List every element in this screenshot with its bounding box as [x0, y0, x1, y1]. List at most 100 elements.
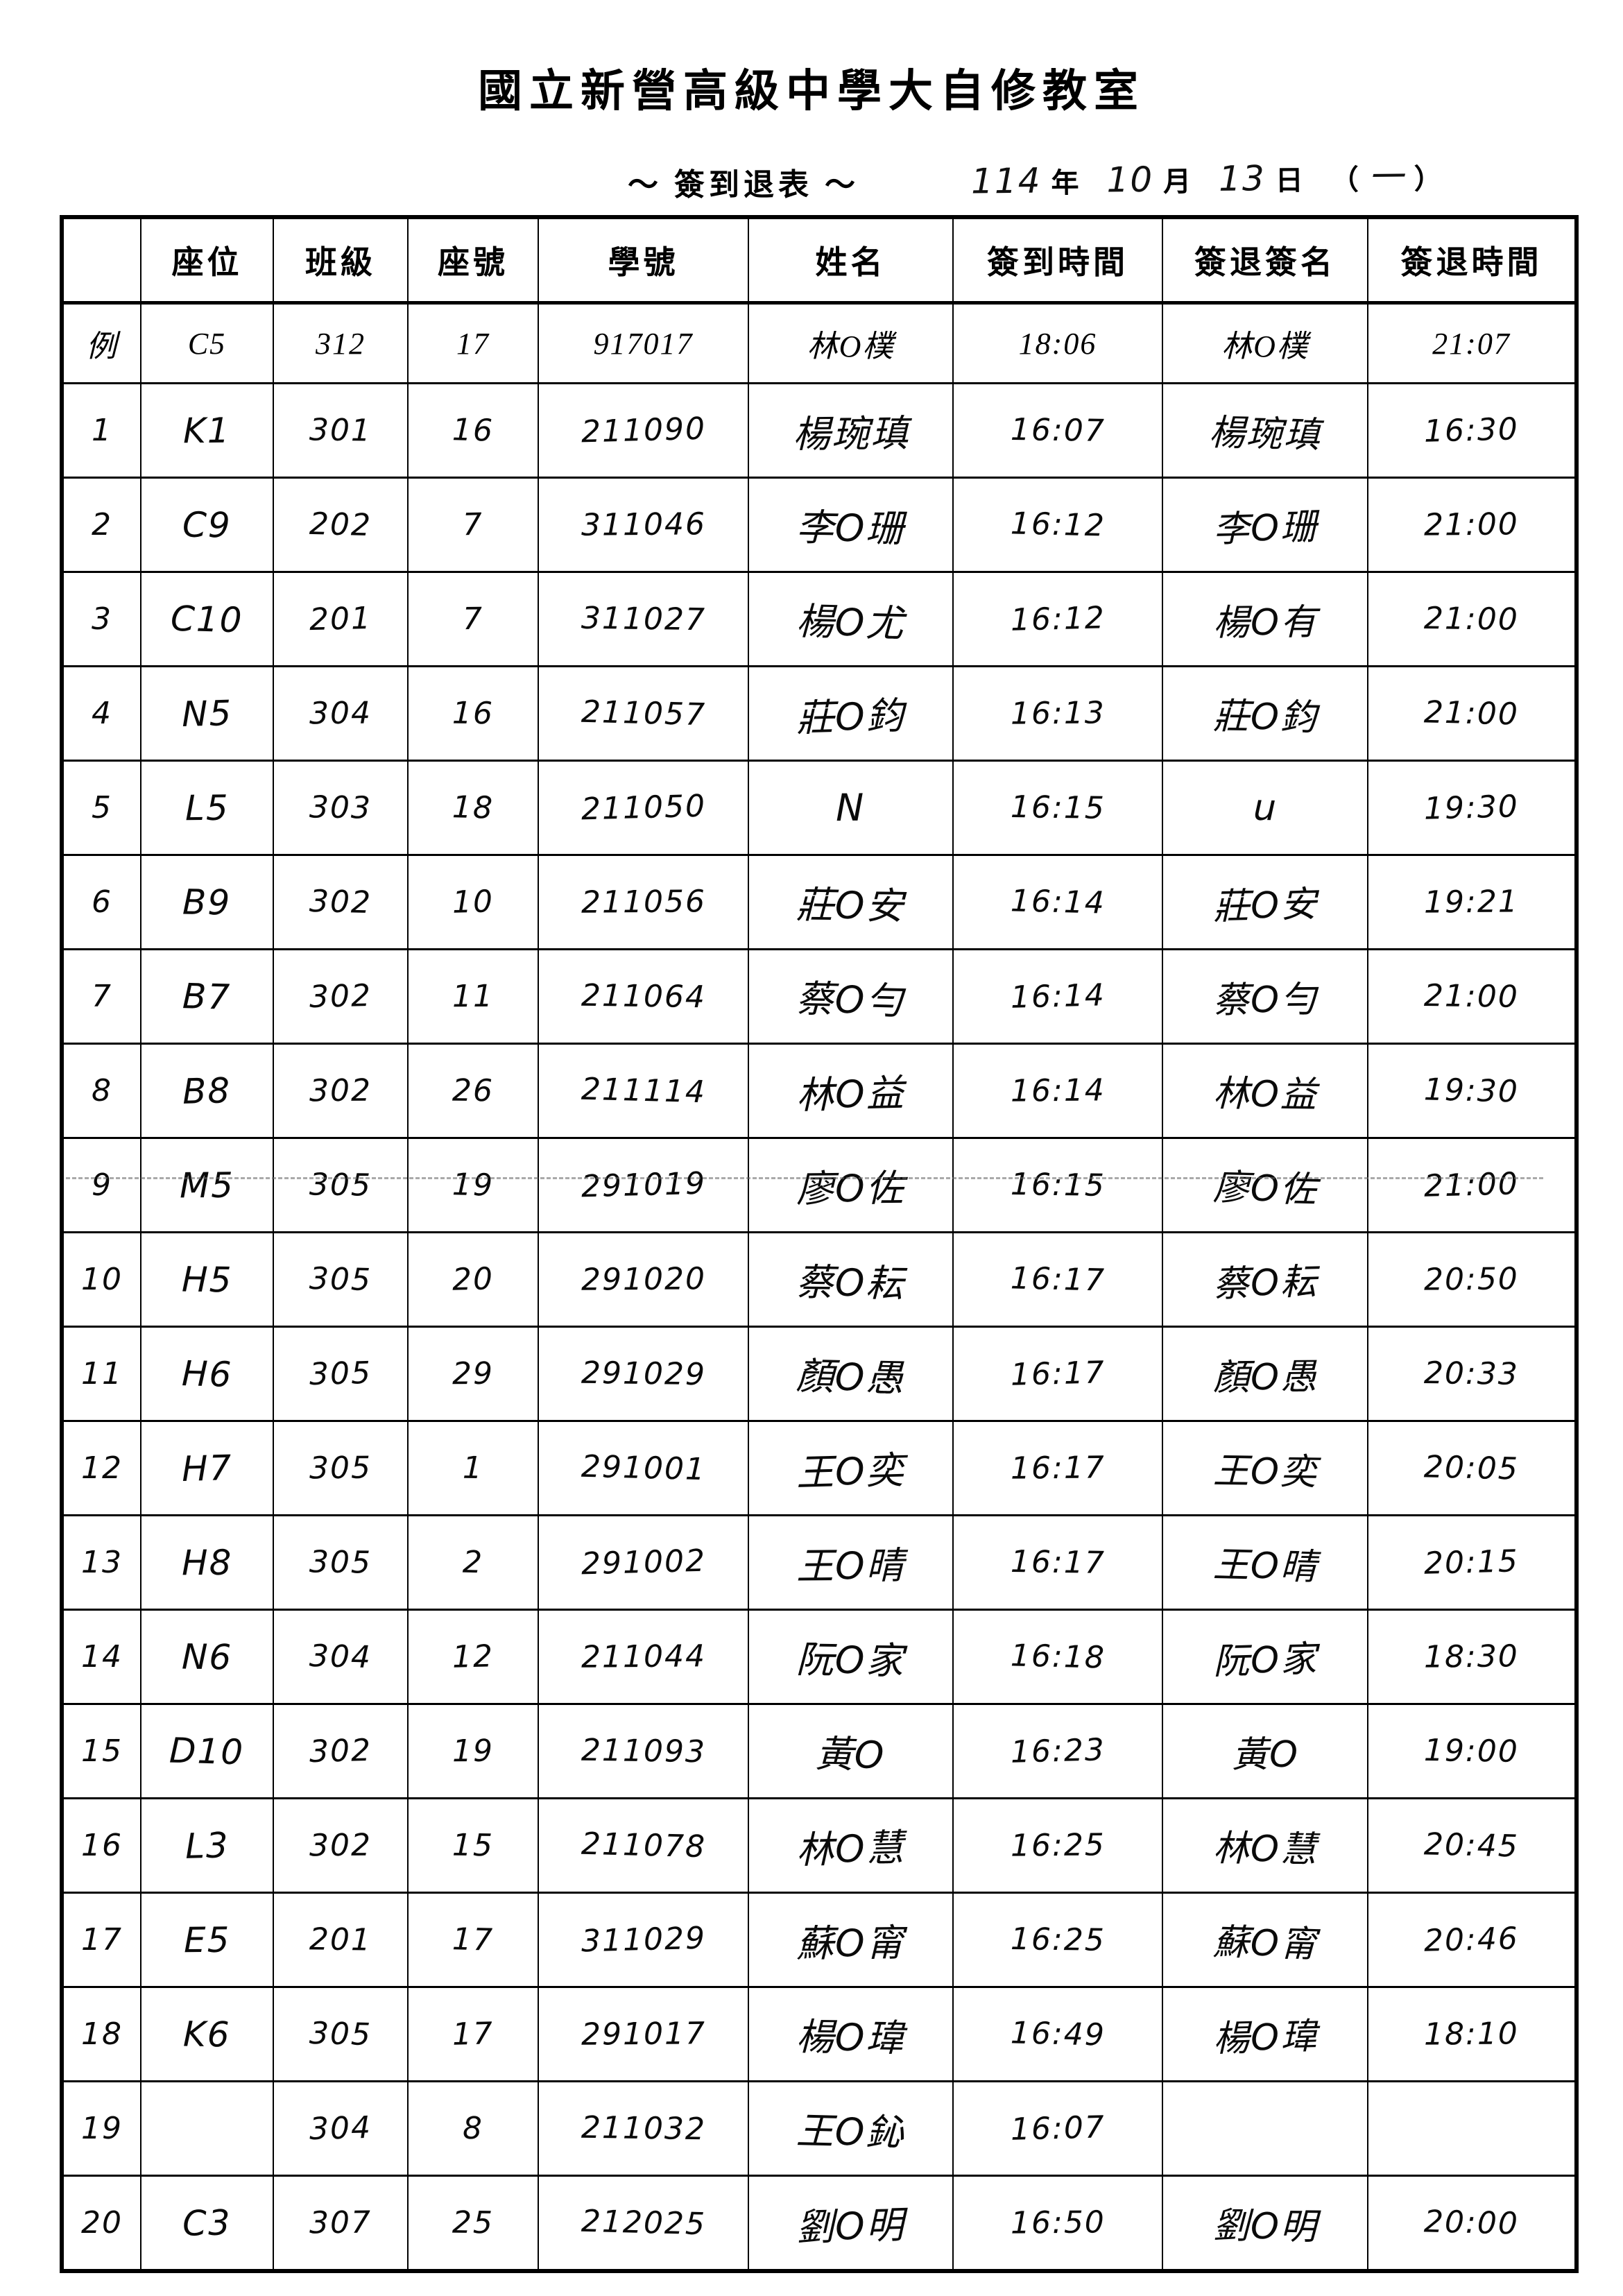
- table-cell: 廖O佐: [1162, 1137, 1368, 1233]
- date-day-value: 13: [1218, 158, 1266, 199]
- date-month-label: 月: [1162, 166, 1192, 198]
- table-cell: 林O益: [1162, 1043, 1368, 1138]
- date-line: 114 年 10 月 13 日 （ 一 ）: [971, 148, 1442, 203]
- table-cell: K1: [140, 382, 273, 478]
- table-row: 8 B8 302 26 211114 林O益 16:14 林O益 19:30: [61, 1043, 1577, 1138]
- table-cell: 16:50: [952, 2175, 1162, 2271]
- table-cell: 16:17: [952, 1231, 1162, 1327]
- table-cell: 304: [273, 665, 408, 761]
- table-cell: 302: [273, 948, 408, 1044]
- table-cell: 10: [407, 854, 538, 950]
- table-cell: N5: [140, 665, 273, 761]
- table-cell: 20:33: [1367, 1326, 1577, 1421]
- table-cell: 305: [273, 1231, 408, 1327]
- table-cell: 林O慧: [1162, 1797, 1368, 1893]
- table-cell: 291001: [538, 1420, 748, 1516]
- table-cell: 305: [273, 1986, 408, 2082]
- table-cell: H5: [140, 1231, 273, 1327]
- table-cell: 18:10: [1367, 1986, 1577, 2082]
- sheet-subtitle: ～ 簽到退表 ～: [628, 168, 859, 202]
- table-cell: 211090: [538, 382, 748, 478]
- column-header: 簽到時間: [952, 216, 1162, 305]
- table-cell: 302: [273, 1703, 408, 1799]
- table-cell: 林O樸: [1162, 302, 1368, 384]
- signin-table-container: 座位 班級 座號 學號 姓名 簽到時間 簽退簽名 簽退時間 例 C5 312 17 917017 林O樸…: [60, 215, 1579, 2273]
- table-cell: 20: [407, 1231, 538, 1327]
- table-cell: 15: [61, 1703, 141, 1799]
- table-cell: u: [1162, 760, 1368, 855]
- table-cell: 楊O有: [1162, 571, 1368, 667]
- table-cell: 21:00: [1367, 1137, 1577, 1233]
- table-cell: 311027: [538, 571, 748, 667]
- table-cell: 19: [407, 1137, 538, 1233]
- table-cell: 301: [273, 382, 408, 478]
- table-cell: 黃O: [748, 1703, 953, 1799]
- table-cell: 王O奕: [748, 1420, 953, 1516]
- example-body: 例 C5 312 17 917017 林O樸 18:06 林O樸 21:07: [61, 302, 1577, 384]
- table-cell: 林O樸: [748, 302, 953, 384]
- table-cell: 304: [273, 1609, 408, 1704]
- table-cell: 304: [273, 2080, 408, 2176]
- date-weekday-value: 一: [1368, 157, 1405, 198]
- table-cell: 20:50: [1367, 1231, 1577, 1327]
- table-cell: 16:25: [952, 1797, 1162, 1893]
- table-cell: 5: [61, 760, 141, 855]
- table-cell: 19: [407, 1703, 538, 1799]
- table-cell: 莊O鈞: [1162, 665, 1368, 761]
- table-cell: D10: [140, 1703, 273, 1799]
- table-cell: 211057: [538, 665, 748, 761]
- table-cell: 廖O佐: [748, 1137, 953, 1233]
- table-cell: 16:30: [1367, 382, 1577, 478]
- table-cell: 1: [407, 1420, 538, 1516]
- table-cell: 16:14: [952, 854, 1162, 950]
- table-cell: 21:00: [1367, 571, 1577, 667]
- table-cell: B7: [140, 948, 273, 1044]
- table-cell: 10: [61, 1231, 141, 1327]
- table-cell: 7: [407, 571, 538, 667]
- table-cell: 21:07: [1367, 302, 1577, 384]
- table-cell: 211114: [538, 1043, 748, 1138]
- table-cell: 莊O鈞: [748, 665, 953, 761]
- table-cell: 12: [61, 1420, 141, 1516]
- table-cell: 王O晴: [1162, 1514, 1368, 1610]
- table-cell: 291019: [538, 1137, 748, 1233]
- date-year-label: 年: [1051, 167, 1079, 199]
- table-cell: [1162, 2080, 1368, 2176]
- column-header: 姓名: [748, 216, 953, 305]
- table-row: 4 N5 304 16 211057 莊O鈞 16:13 莊O鈞 21:00: [61, 665, 1577, 761]
- column-header: [61, 216, 141, 305]
- table-cell: 阮O家: [748, 1609, 953, 1704]
- table-row: 3 C10 201 7 311027 楊O尤 16:12 楊O有 21:00: [61, 571, 1577, 667]
- table-cell: C9: [140, 477, 273, 572]
- table-cell: 8: [407, 2080, 538, 2176]
- table-cell: 林O益: [748, 1043, 953, 1138]
- table-cell: 1: [61, 382, 141, 478]
- table-cell: C5: [140, 302, 273, 384]
- column-header: 簽退簽名: [1162, 216, 1368, 305]
- table-cell: 211050: [538, 760, 748, 855]
- table-row: 1 K1 301 16 211090 楊琬瑱 16:07 楊琬瑱 16:30: [61, 382, 1577, 478]
- table-row: 16 L3 302 15 211078 林O慧 16:25 林O慧 20:45: [61, 1797, 1577, 1893]
- table-cell: 楊O瑋: [748, 1986, 953, 2082]
- table-row: 12 H7 305 1 291001 王O奕 16:17 王O奕 20:05: [61, 1420, 1577, 1516]
- table-cell: 201: [273, 1892, 408, 1987]
- table-cell: 19: [61, 2080, 141, 2176]
- table-cell: 14: [61, 1609, 141, 1704]
- table-cell: 莊O安: [1162, 854, 1368, 950]
- table-cell: 21:00: [1367, 477, 1577, 572]
- table-cell: 16:23: [952, 1703, 1162, 1799]
- table-cell: 16:17: [952, 1326, 1162, 1421]
- table-cell: 蔡O勻: [748, 948, 953, 1044]
- table-cell: 李O珊: [1162, 477, 1368, 572]
- table-cell: [140, 2080, 273, 2176]
- table-cell: L3: [140, 1797, 273, 1893]
- table-cell: 莊O安: [748, 854, 953, 950]
- table-cell: 蘇O甯: [1162, 1892, 1368, 1987]
- table-cell: 311029: [538, 1892, 748, 1987]
- table-cell: 16: [61, 1797, 141, 1893]
- table-cell: H8: [140, 1514, 273, 1610]
- table-cell: 21:00: [1367, 665, 1577, 761]
- table-row: 19 304 8 211032 王O鈊 16:07: [61, 2080, 1577, 2176]
- table-cell: 16:12: [952, 477, 1162, 572]
